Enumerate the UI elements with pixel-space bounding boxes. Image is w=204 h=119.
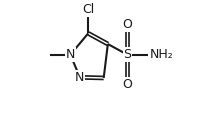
Text: O: O xyxy=(122,78,132,91)
Text: N: N xyxy=(65,48,75,61)
Text: S: S xyxy=(123,48,131,61)
Text: Cl: Cl xyxy=(82,3,94,16)
Text: NH₂: NH₂ xyxy=(149,48,172,61)
Text: O: O xyxy=(122,18,132,32)
Text: N: N xyxy=(75,71,84,84)
